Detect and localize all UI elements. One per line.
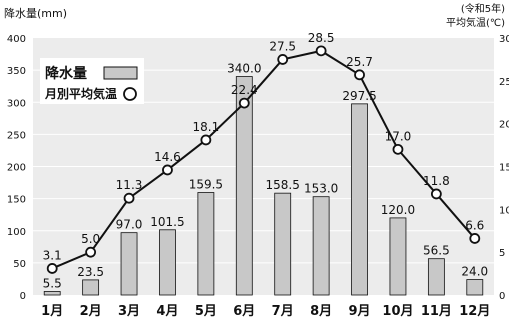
x-tick-label: 9月 (349, 304, 371, 319)
x-tick-label: 1月 (41, 304, 63, 319)
precipitation-value-label: 24.0 (461, 265, 488, 279)
temperature-value-label: 11.3 (116, 178, 143, 192)
temperature-marker (392, 143, 404, 155)
x-tick-label: 3月 (118, 304, 140, 319)
temperature-value-label: 17.0 (385, 129, 412, 143)
x-tick-label: 6月 (233, 304, 255, 319)
temperature-value-label: 3.1 (43, 248, 62, 262)
y-left-tick-label: 150 (7, 195, 26, 206)
precipitation-bar (82, 279, 100, 296)
temperature-marker (238, 97, 250, 109)
x-tick-label: 11月 (421, 304, 452, 319)
y-left-tick-label: 0 (20, 291, 26, 302)
x-tick-label: 5月 (195, 304, 217, 319)
y-left-tick-label: 100 (7, 227, 26, 238)
legend: 降水量 月別平均気温 (40, 58, 144, 104)
y-axis-right-label: 平均気温(℃) (446, 16, 505, 29)
y-axis-left-ticks: 0 50 100 150 200 250 300 350 400 (7, 34, 26, 302)
temperature-marker (277, 54, 289, 65)
precipitation-bar (197, 192, 215, 296)
legend-marker-temperature (123, 87, 137, 101)
precipitation-value-label: 153.0 (304, 182, 338, 196)
precipitation-bar (43, 291, 61, 296)
x-tick-label: 7月 (272, 304, 294, 319)
legend-label-precipitation: 降水量 (45, 65, 87, 82)
precipitation-bar (466, 279, 484, 296)
y-left-tick-label: 200 (7, 163, 26, 174)
y-right-tick-label: 20 (499, 120, 509, 131)
temperature-line (51, 49, 476, 270)
precipitation-bar (389, 217, 407, 296)
precipitation-value-label: 56.5 (423, 244, 450, 258)
y-axis-right-ticks: 0 5 10 15 20 25 30 (499, 34, 509, 302)
temperature-value-label: 6.6 (465, 218, 484, 232)
temperature-value-label: 5.0 (81, 232, 100, 246)
y-left-tick-label: 250 (7, 130, 26, 141)
precipitation-value-label: 5.5 (43, 276, 62, 290)
temperature-value-label: 25.7 (346, 55, 373, 69)
x-tick-label: 2月 (80, 304, 102, 319)
x-axis-ticks: 1月 2月 3月 4月 5月 6月 7月 8月 9月 10月 11月 12月 (41, 304, 490, 319)
temperature-marker (430, 188, 442, 200)
y-left-tick-label: 400 (7, 34, 26, 45)
precipitation-value-label: 297.5 (342, 89, 376, 103)
precipitation-value-label: 340.0 (227, 62, 261, 76)
precipitation-value-label: 23.5 (77, 265, 104, 279)
y-left-tick-label: 50 (13, 259, 26, 270)
y-right-tick-label: 5 (499, 248, 505, 259)
x-tick-label: 12月 (459, 304, 490, 319)
precipitation-bar (120, 232, 138, 296)
precipitation-bar (274, 192, 292, 296)
x-tick-label: 10月 (382, 304, 413, 319)
precipitation-bar (312, 196, 330, 296)
year-note: (令和5年) (461, 2, 505, 15)
precipitation-bar (235, 76, 253, 296)
y-axis-left-label: 降水量(mm) (4, 6, 67, 20)
y-left-tick-label: 300 (7, 98, 26, 109)
temperature-markers (46, 45, 481, 274)
temperature-marker (354, 69, 365, 81)
precipitation-value-label: 159.5 (189, 178, 223, 192)
precipitation-bars (43, 76, 484, 296)
precipitation-value-label: 158.5 (266, 178, 300, 192)
y-right-tick-label: 25 (499, 77, 509, 88)
precipitation-bar (427, 258, 445, 296)
temperature-marker (200, 134, 212, 146)
precipitation-bar (351, 103, 368, 296)
temperature-value-label: 11.8 (423, 174, 450, 188)
x-tick-label: 8月 (310, 304, 332, 319)
temperature-value-label: 18.1 (193, 120, 220, 134)
temperature-marker (46, 263, 58, 274)
temperature-marker (469, 233, 481, 244)
temperature-line-group (51, 49, 476, 270)
temperature-marker (315, 45, 327, 57)
precipitation-value-label: 97.0 (116, 218, 143, 232)
temperature-value-label: 27.5 (269, 39, 296, 53)
temperature-marker (162, 164, 173, 176)
temperature-value-label: 22.4 (231, 83, 258, 97)
legend-swatch-precipitation (103, 66, 138, 80)
precipitation-labels: 5.5 23.5 97.0 101.5 159.5 340.0 158.5 153.0 297.… (43, 62, 488, 291)
y-right-tick-label: 0 (499, 291, 505, 302)
precipitation-value-label: 120.0 (381, 203, 415, 217)
legend-label-temperature: 月別平均気温 (44, 86, 117, 101)
temperature-marker (123, 192, 135, 204)
temperature-labels: 3.1 5.0 11.3 14.6 18.1 22.4 27.5 28.5 25.7 17.0 11… (43, 31, 485, 263)
temperature-marker (85, 246, 97, 258)
temperature-value-label: 28.5 (308, 31, 335, 45)
gridlines (33, 69, 494, 264)
y-right-tick-label: 10 (499, 205, 509, 216)
precipitation-value-label: 101.5 (150, 215, 184, 229)
x-tick-label: 4月 (156, 304, 178, 319)
y-right-tick-label: 30 (499, 34, 509, 45)
y-left-tick-label: 350 (7, 66, 26, 77)
precipitation-bar (159, 229, 176, 296)
temperature-value-label: 14.6 (154, 150, 181, 164)
y-right-tick-label: 15 (499, 163, 509, 174)
